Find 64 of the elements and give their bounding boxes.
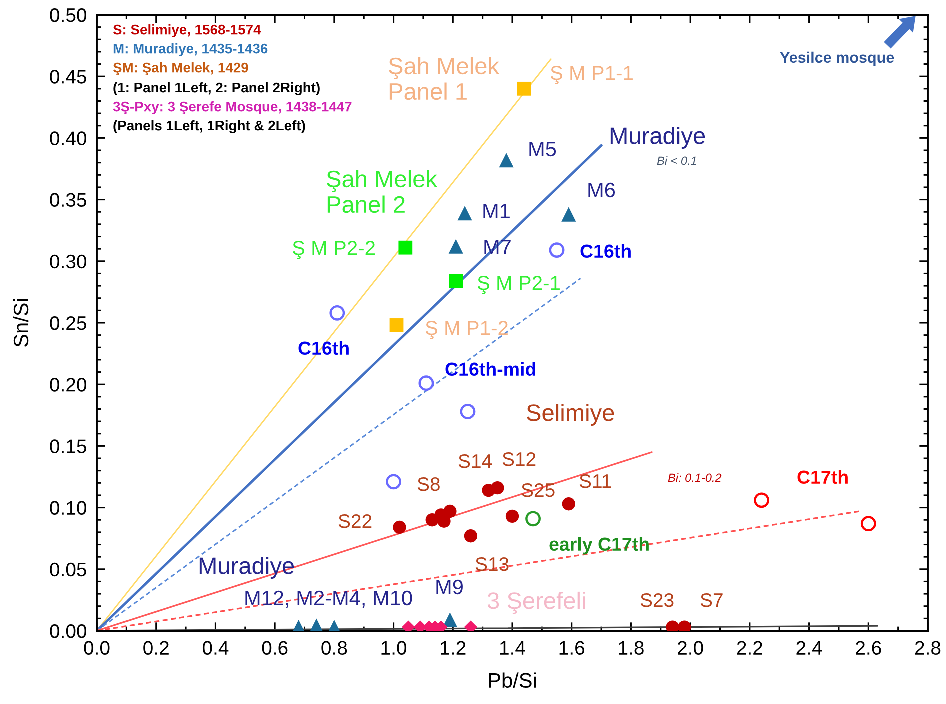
annotation: M5 — [530, 142, 556, 157]
x-tick-label: 2.8 — [915, 641, 941, 656]
annotation: Bi: 0.1-0.2 — [668, 473, 722, 482]
x-tick-label: 1.0 — [382, 641, 407, 656]
y-tick-label: 0.15 — [50, 440, 86, 454]
annotation: S23 — [640, 593, 674, 608]
annotation: S13 — [476, 557, 509, 572]
annotation: Selimiye — [527, 404, 614, 426]
annotation: Ş M P2-1 — [478, 276, 560, 294]
x-tick-label: 0.2 — [144, 641, 169, 656]
annotation: ŞM: Şah Melek, 1429 — [113, 62, 248, 76]
y-tick-label: 0.40 — [50, 132, 87, 146]
x-tick-label: 0.4 — [202, 641, 229, 656]
annotation: Şah Melek Panel 2 — [327, 170, 438, 214]
y-tick-label: 0.30 — [50, 254, 87, 269]
annotation: early C17th — [550, 537, 649, 555]
y-tick-label: 0.25 — [50, 316, 86, 330]
annotation: Muradiye — [610, 126, 706, 150]
x-tick-label: 2.4 — [796, 641, 822, 655]
annotation: (1: Panel 1Left, 2: Panel 2Right) — [114, 82, 320, 96]
x-tick-label: 2.6 — [856, 641, 882, 656]
x-tick-label: 0.6 — [262, 641, 288, 656]
y-tick-label: 0.35 — [50, 193, 86, 208]
annotation: S: Selimiye, 1568-1574 — [113, 24, 262, 38]
y-tick-label: 0.10 — [50, 501, 87, 516]
annotation: C17th — [798, 470, 848, 484]
y-axis-title: Sn/Si — [13, 300, 29, 347]
annotation: S14 — [458, 454, 492, 468]
y-tick-label: 0.50 — [50, 8, 87, 22]
annotation: Ş M P1-2 — [426, 321, 508, 340]
annotation: M1 — [484, 204, 510, 218]
annotation: C16th-mid — [446, 362, 536, 376]
annotation: Ş M P1-1 — [550, 66, 633, 84]
annotation: M9 — [436, 580, 463, 595]
annotation: Bi < 0.1 — [657, 156, 696, 166]
annotation: S12 — [502, 452, 536, 466]
annotation: S7 — [700, 593, 723, 608]
annotation: S11 — [580, 474, 612, 488]
x-tick-label: 1.6 — [560, 641, 585, 656]
annotation: S8 — [418, 477, 440, 492]
x-axis-title: Pb/Si — [489, 672, 536, 688]
annotation: M: Muradiye, 1435-1436 — [114, 44, 268, 56]
annotation: Yesilce mosque — [780, 52, 894, 66]
annotation: M6 — [588, 182, 616, 198]
x-tick-label: 0.8 — [322, 641, 348, 656]
annotation: Muradiye — [200, 556, 294, 580]
annotation: (Panels 1Left, 1Right & 2Left) — [114, 120, 306, 134]
y-tick-label: 0.05 — [50, 562, 86, 577]
annotation: S22 — [338, 514, 372, 528]
y-tick-label: 0.20 — [50, 378, 87, 392]
annotation: 3 Şerefeli — [488, 592, 586, 614]
y-tick-label: 0.00 — [50, 624, 87, 638]
annotation: C16th — [580, 244, 631, 258]
annotation: Ş M P2-2 — [292, 241, 375, 260]
x-tick-label: 1.2 — [441, 641, 466, 655]
x-tick-label: 1.8 — [619, 641, 644, 656]
x-tick-label: 1.4 — [500, 641, 526, 655]
annotation: Şah Melek Panel 1 — [389, 57, 500, 100]
x-tick-label: 0.0 — [84, 641, 110, 656]
annotation: M12, M2-M4, M10 — [246, 590, 412, 608]
x-tick-label: 2.2 — [737, 641, 762, 655]
y-tick-label: 0.45 — [50, 70, 86, 84]
x-tick-label: 2.0 — [678, 641, 704, 656]
annotation: 3Ş-Pxy: 3 Şerefe Mosque, 1438-1447 — [113, 102, 352, 114]
